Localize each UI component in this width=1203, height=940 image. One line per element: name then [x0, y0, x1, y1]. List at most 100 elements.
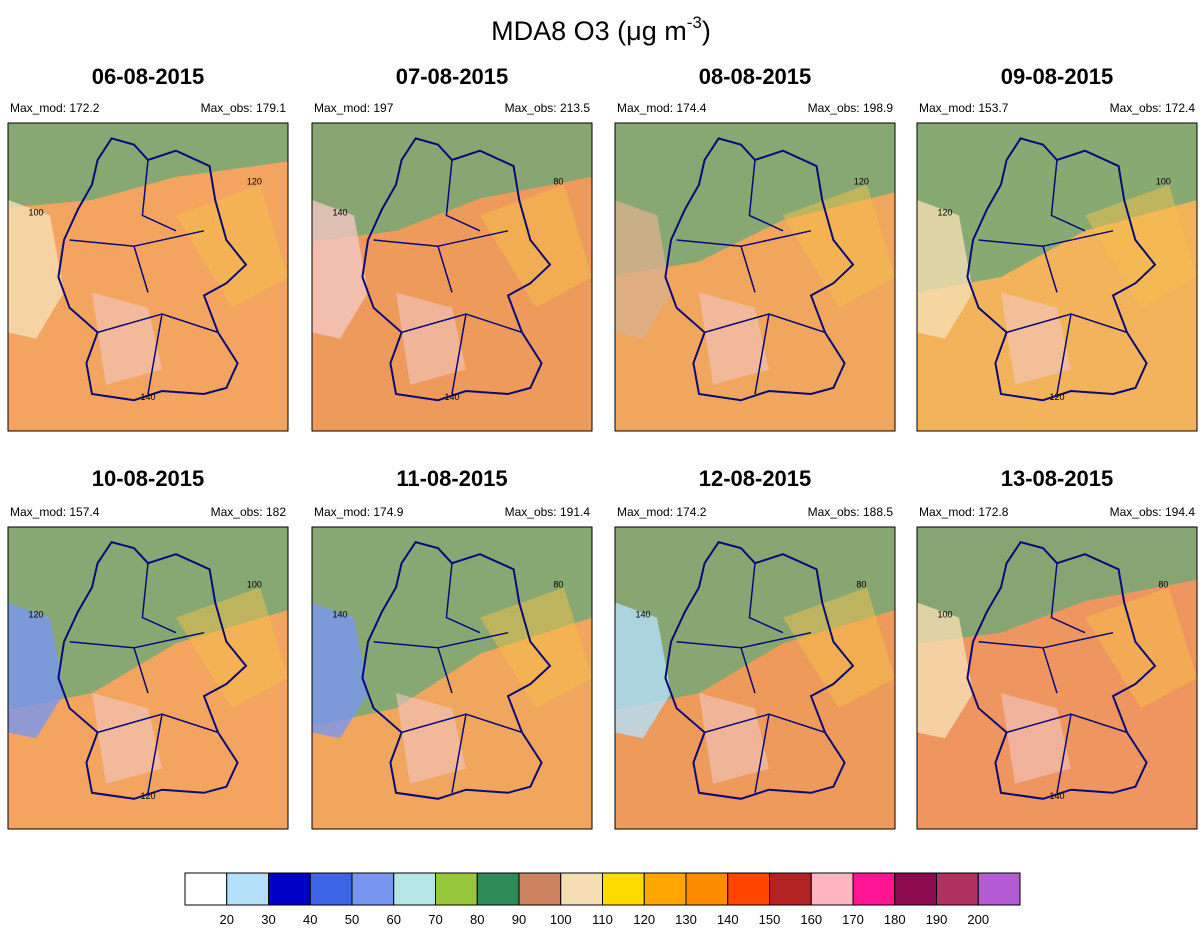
- figure-title: MDA8 O3 (μg m-3): [491, 13, 711, 46]
- map-region: [917, 527, 1197, 644]
- max-obs: Max_obs: 182: [211, 505, 287, 519]
- map-region: [396, 693, 466, 784]
- max-mod: Max_mod: 174.2: [617, 505, 707, 519]
- map-region: [615, 123, 895, 276]
- colorbar-box: [226, 872, 269, 906]
- state-border: [451, 714, 467, 793]
- map-region: [312, 200, 368, 339]
- contour-label: 140: [635, 610, 650, 620]
- map-region: [8, 602, 64, 739]
- max-obs: Max_obs: 191.4: [505, 505, 591, 519]
- max-mod: Max_mod: 174.4: [617, 101, 707, 115]
- state-border: [1050, 563, 1086, 634]
- germany-outline: [361, 137, 552, 402]
- colorbar-box: [268, 872, 311, 906]
- title-close: ): [702, 16, 711, 46]
- germany-outline: [966, 540, 1157, 800]
- colorbar-tick-label: 120: [633, 912, 655, 927]
- map-region: [917, 200, 973, 339]
- state-border: [445, 563, 481, 634]
- max-mod: Max_mod: 172.8: [919, 505, 1009, 519]
- map-panel: [614, 122, 896, 432]
- colorbar-box: [476, 872, 520, 906]
- max-mod: Max_mod: 172.2: [10, 101, 100, 115]
- max-obs: Max_obs: 213.5: [505, 101, 591, 115]
- panel-date: 13-08-2015: [1001, 466, 1114, 491]
- state-border: [147, 714, 163, 793]
- state-border: [754, 313, 770, 395]
- map-frame: [7, 122, 289, 432]
- map-region: [615, 527, 895, 710]
- germany-outline: [664, 540, 855, 800]
- colorbar-box: [894, 872, 937, 906]
- title-main: MDA8 O3 (μg m: [491, 16, 687, 46]
- map-panel: [311, 526, 593, 830]
- state-border: [437, 230, 509, 247]
- state-border: [740, 631, 812, 649]
- title-superscript: -3: [687, 13, 702, 32]
- colorbar-tick-label: 180: [884, 912, 906, 927]
- map-region: [917, 602, 973, 739]
- map-region: [699, 292, 769, 385]
- germany-outline: [361, 540, 552, 800]
- map-region: [917, 123, 1197, 293]
- colorbar-box: [977, 872, 1021, 906]
- map-region: [1001, 292, 1071, 385]
- map-panel: [614, 526, 896, 830]
- state-border: [141, 563, 177, 634]
- max-obs: Max_obs: 172.4: [1110, 101, 1196, 115]
- state-border: [1056, 313, 1072, 395]
- panel-date: 07-08-2015: [396, 64, 509, 89]
- map-region: [92, 292, 162, 385]
- max-obs: Max_obs: 188.5: [808, 505, 894, 519]
- state-border: [754, 714, 770, 793]
- state-border: [1050, 159, 1086, 232]
- panel-date: 09-08-2015: [1001, 64, 1114, 89]
- colorbar-tick-label: 170: [842, 912, 864, 927]
- colorbar-box: [184, 872, 228, 906]
- contour-label: 80: [856, 579, 866, 589]
- germany-outline: [966, 137, 1157, 402]
- colorbar-tick-label: 90: [512, 912, 526, 927]
- contour-label: 120: [140, 791, 155, 801]
- colorbar-tick-label: 30: [261, 912, 275, 927]
- germany-outline: [57, 137, 248, 402]
- state-border: [1042, 230, 1114, 247]
- colorbar-box: [560, 872, 603, 906]
- contour-label: 140: [444, 392, 459, 402]
- map-panel: [7, 526, 289, 830]
- state-border: [141, 159, 177, 232]
- colorbar-box: [685, 872, 729, 906]
- colorbar-box: [309, 872, 353, 906]
- colorbar-box: [643, 872, 687, 906]
- colorbar-tick-label: 80: [470, 912, 484, 927]
- map-frame: [916, 526, 1198, 830]
- colorbar-box: [518, 872, 562, 906]
- panel-date: 08-08-2015: [699, 64, 812, 89]
- state-border: [445, 159, 481, 232]
- contour-label: 80: [553, 579, 563, 589]
- map-region: [92, 693, 162, 784]
- max-mod: Max_mod: 174.9: [314, 505, 404, 519]
- germany-outline: [664, 137, 855, 402]
- colorbar-tick-label: 60: [387, 912, 401, 927]
- contour-label: 140: [1049, 791, 1064, 801]
- colorbar-tick-label: 50: [345, 912, 359, 927]
- contour-label: 140: [140, 392, 155, 402]
- map-frame: [614, 122, 896, 432]
- map-region: [396, 292, 466, 385]
- contour-label: 120: [1049, 392, 1064, 402]
- state-border: [133, 230, 205, 247]
- state-border: [133, 631, 205, 649]
- state-border: [437, 631, 509, 649]
- colorbar-tick-label: 190: [926, 912, 948, 927]
- colorbar-tick-label: 20: [220, 912, 234, 927]
- state-border: [748, 563, 784, 634]
- map-region: [312, 527, 592, 727]
- colorbar-box: [727, 872, 770, 906]
- map-frame: [7, 526, 289, 830]
- state-border: [748, 159, 784, 232]
- contour-label: 120: [937, 207, 952, 217]
- max-mod: Max_mod: 157.4: [10, 505, 100, 519]
- contour-label: 100: [937, 610, 952, 620]
